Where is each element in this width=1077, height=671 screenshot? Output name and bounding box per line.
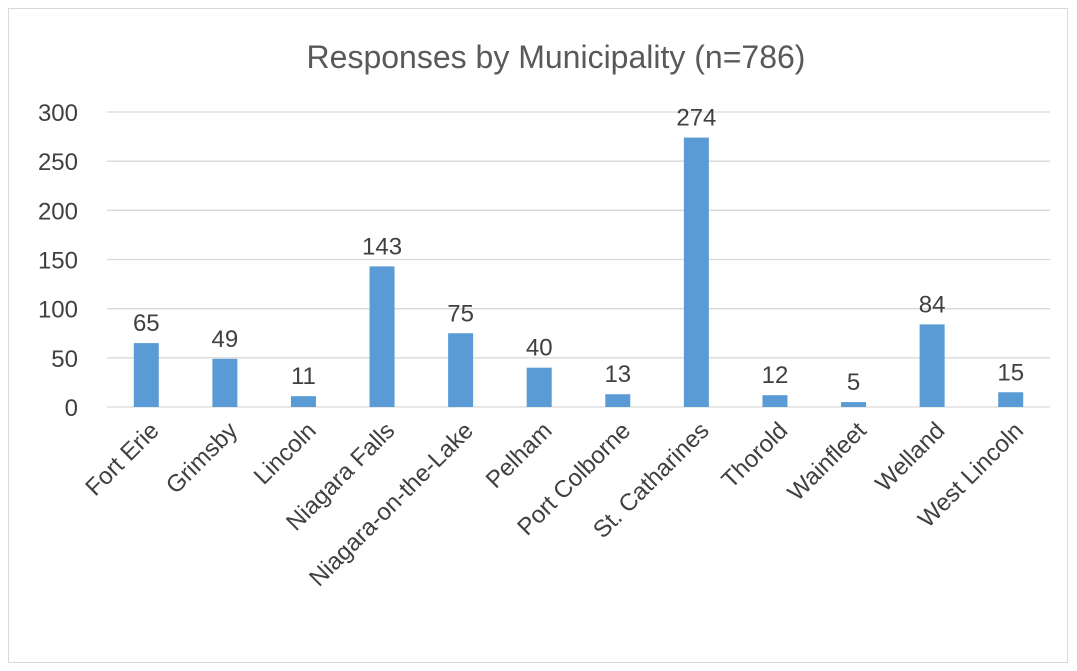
bar — [133, 343, 159, 407]
data-label: 11 — [291, 363, 316, 390]
y-tick-label: 150 — [38, 248, 78, 275]
x-category-label: Grimsby — [161, 417, 243, 499]
bar — [605, 394, 631, 407]
bar — [212, 358, 238, 407]
data-label: 65 — [133, 310, 160, 337]
data-label: 84 — [919, 291, 946, 318]
x-category-label: Thorold — [717, 417, 794, 494]
y-tick-label: 200 — [38, 198, 78, 225]
bar — [841, 402, 867, 407]
data-label: 5 — [847, 369, 860, 396]
data-label: 13 — [604, 361, 631, 388]
chart-title: Responses by Municipality (n=786) — [307, 39, 806, 75]
chart-frame — [8, 8, 1068, 663]
data-labels: 65 49 11 143 75 40 13 274 12 5 84 15 — [133, 105, 1024, 397]
y-tick-label: 0 — [65, 395, 78, 422]
bar — [448, 333, 474, 407]
x-category-label: Welland — [870, 417, 950, 497]
data-label: 75 — [447, 300, 474, 327]
bar — [369, 266, 395, 407]
x-category-label: Wainfleet — [783, 417, 872, 506]
data-label: 143 — [362, 233, 402, 260]
x-category-label: Fort Erie — [80, 417, 164, 501]
y-tick-label: 50 — [51, 346, 78, 373]
y-tick-label: 300 — [38, 100, 78, 127]
bar — [919, 324, 945, 407]
data-label: 274 — [676, 105, 716, 132]
gridlines — [107, 111, 1050, 408]
bars — [133, 137, 1024, 408]
bar — [290, 396, 316, 407]
bar — [526, 367, 552, 407]
data-label: 12 — [762, 362, 789, 389]
x-category-label: Pelham — [481, 417, 558, 494]
data-label: 40 — [526, 335, 553, 362]
data-label: 15 — [997, 359, 1024, 386]
y-axis-ticks: 0 50 100 150 200 250 300 — [38, 100, 78, 422]
bar — [762, 395, 788, 407]
y-tick-label: 250 — [38, 149, 78, 176]
y-tick-label: 100 — [38, 297, 78, 324]
x-category-label: Lincoln — [249, 417, 322, 490]
bar — [683, 137, 709, 408]
data-label: 49 — [212, 326, 239, 353]
bar — [998, 392, 1024, 407]
